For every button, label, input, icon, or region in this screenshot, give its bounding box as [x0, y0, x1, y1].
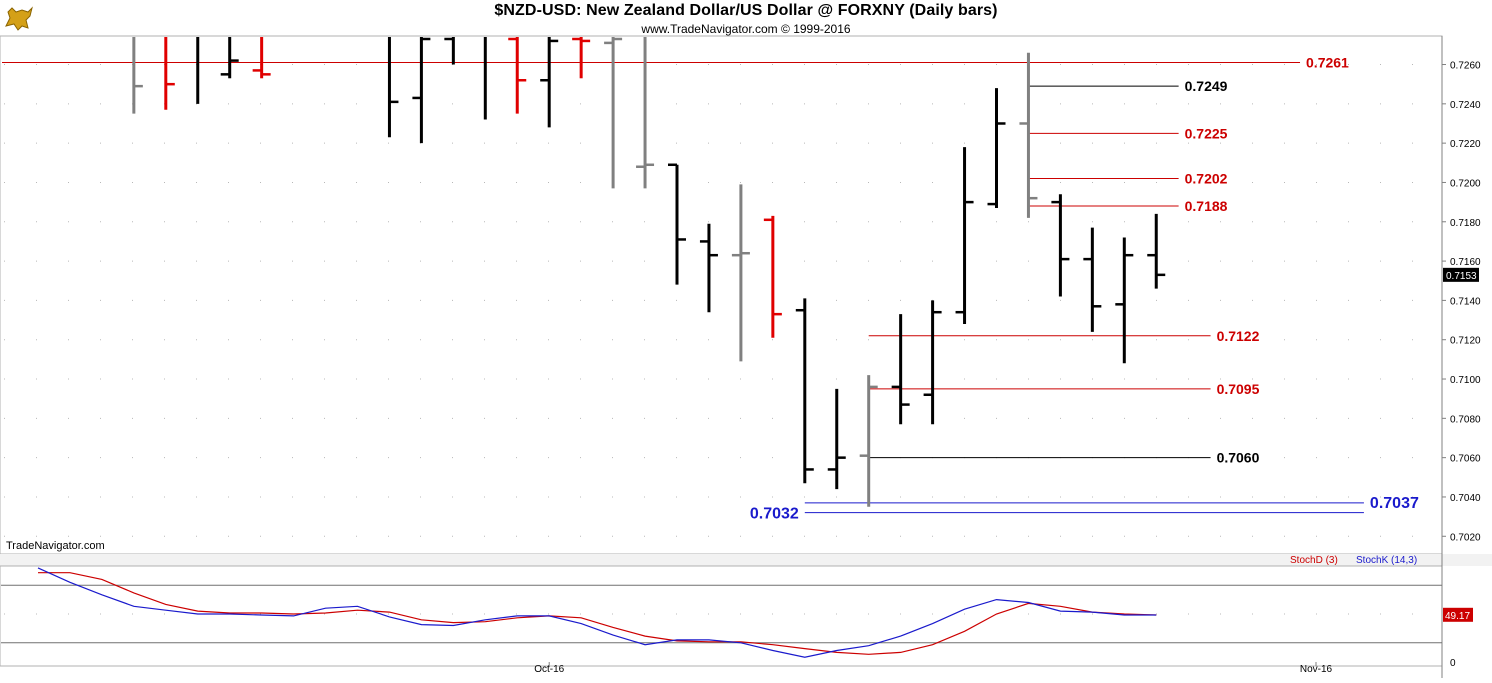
level-label: 0.7032: [750, 506, 799, 523]
axis-layer: 0.7260 0.7240 0.7220 0.7200 0.7180 0.7160 0.71…: [534, 61, 1481, 675]
level-label: 0.7261: [1306, 55, 1349, 71]
y-tick-label: 0.7020: [1450, 532, 1481, 543]
ohlc-bar: [923, 300, 942, 425]
chart-title: $NZD-USD: New Zealand Dollar/US Dollar @…: [494, 2, 998, 19]
ohlc-bar: [412, 37, 431, 144]
level-label: 0.7037: [1370, 495, 1419, 512]
ohlc-bar: [636, 37, 655, 189]
ohlc-bar: [987, 88, 1006, 209]
ohlc-bar: [444, 37, 455, 65]
last-price-box: [1443, 267, 1479, 282]
ohlc-bar: [827, 388, 846, 490]
level-label: 0.7188: [1185, 198, 1228, 214]
ohlc-bar: [387, 37, 399, 138]
ohlc-bar: [220, 37, 239, 79]
y-tick-label: 0.7140: [1450, 296, 1481, 307]
ohlc-bar: [540, 37, 559, 128]
stochd-line: [38, 572, 1157, 655]
bars-layer: [132, 37, 1166, 507]
y-tick-label: 0.7080: [1450, 414, 1481, 425]
stoch-y-tick-label: 0: [1450, 658, 1456, 669]
y-tick-label: 0.7040: [1450, 493, 1481, 504]
stoch-last-box: [1443, 607, 1473, 622]
ohlc-bar: [891, 314, 910, 425]
brand-watermark: TradeNavigator.com: [6, 540, 105, 552]
y-tick-label: 0.7240: [1450, 100, 1481, 111]
level-label: 0.7095: [1217, 381, 1260, 397]
ohlc-bar: [1115, 237, 1134, 364]
ohlc-bar: [795, 298, 814, 484]
x-tick-label: Nov-16: [1300, 664, 1333, 675]
ohlc-bar: [1051, 194, 1070, 297]
panel-separator: [0, 554, 1492, 566]
y-tick-label: 0.7120: [1450, 336, 1481, 347]
main-panel-frame: [0, 35, 1443, 555]
gold-bull-logo-icon: [5, 6, 33, 31]
ohlc-bar: [763, 215, 782, 338]
ohlc-bar: [508, 37, 527, 114]
level-label: 0.7202: [1185, 171, 1228, 187]
legend-stochd: StochD (3): [1290, 555, 1338, 566]
level-label: 0.7249: [1185, 78, 1228, 94]
ohlc-bar: [859, 375, 878, 507]
ohlc-bar: [132, 37, 143, 114]
level-label: 0.7122: [1217, 328, 1260, 344]
y-tick-label: 0.7060: [1450, 454, 1481, 465]
ohlc-bar: [1083, 227, 1102, 332]
ohlc-bar: [699, 223, 718, 313]
ohlc-bar: [1147, 213, 1166, 289]
stoch-panel-frame: [0, 565, 1443, 667]
y-tick-label: 0.7260: [1450, 61, 1481, 72]
ohlc-bar: [1019, 52, 1038, 218]
frame-layer: [0, 35, 1492, 678]
y-tick-label: 0.7200: [1450, 178, 1481, 189]
y-tick-label: 0.7180: [1450, 218, 1481, 229]
ohlc-bar: [731, 184, 750, 362]
ohlc-bar: [252, 37, 271, 79]
chart-subtitle: www.TradeNavigator.com © 1999-2016: [641, 22, 851, 36]
ohlc-bar: [668, 163, 686, 285]
y-tick-label: 0.7220: [1450, 139, 1481, 150]
level-label: 0.7060: [1217, 450, 1260, 466]
ohlc-bar: [955, 147, 974, 324]
stoch-last-label: 49.17: [1445, 611, 1470, 622]
y-tick-label: 0.7100: [1450, 375, 1481, 386]
legend-stochk: StochK (14,3): [1356, 555, 1418, 566]
stochk-line: [37, 567, 1157, 658]
ohlc-bar: [572, 37, 591, 79]
stoch-layer: [1, 567, 1442, 658]
last-price-label: 0.7153: [1446, 271, 1477, 282]
level-label: 0.7225: [1185, 125, 1228, 141]
ohlc-bar: [604, 37, 623, 189]
levels-layer: 0.7261 0.7249 0.7225 0.7202 0.7188 0.7122 0.70…: [2, 55, 1419, 523]
x-tick-label: Oct-16: [534, 664, 564, 675]
ohlc-bar: [164, 37, 175, 110]
y-tick-label: 0.7160: [1450, 257, 1481, 268]
